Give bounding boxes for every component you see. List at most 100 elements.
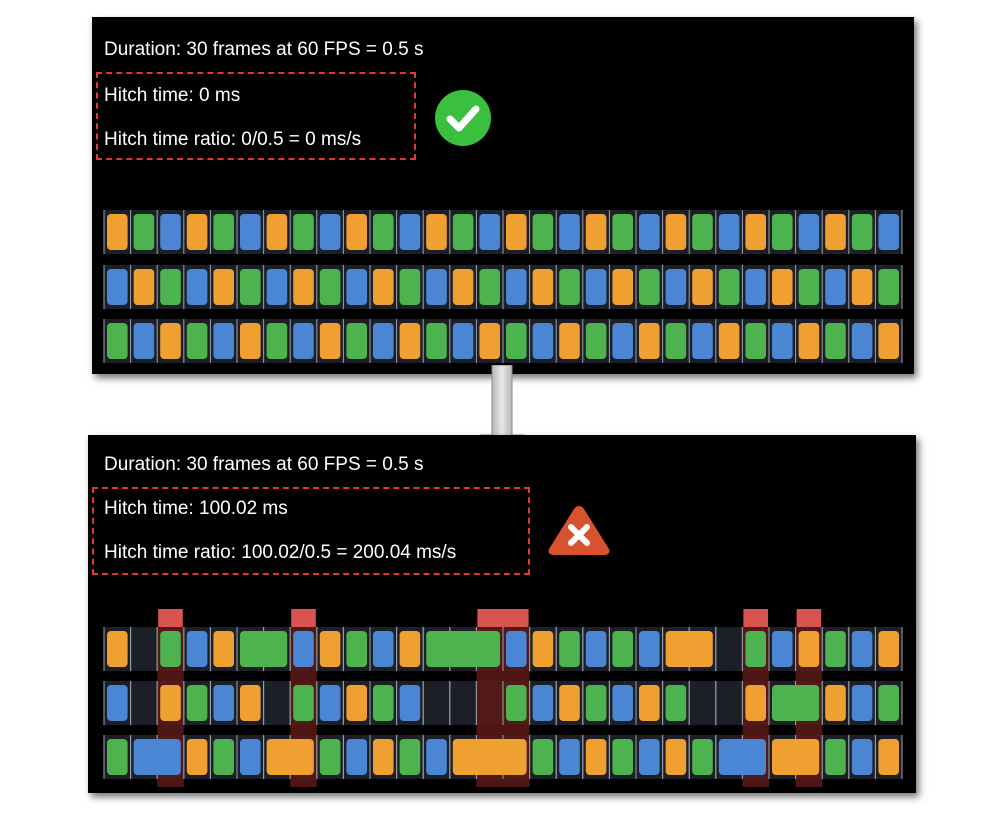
frame-block: [346, 739, 367, 775]
frame-block: [612, 685, 633, 721]
frame-block: [692, 739, 713, 775]
frame-block: [532, 269, 554, 305]
frame-block: [745, 214, 766, 250]
frame-block: [399, 685, 421, 721]
frame-block: [186, 269, 208, 305]
hitch-metrics-box: [96, 72, 416, 160]
frame-block: [532, 685, 554, 721]
frame-block: [213, 685, 234, 721]
frame-block: [585, 631, 607, 667]
frame-block: [639, 685, 660, 721]
frame-block: [479, 269, 500, 305]
frame-block: [585, 269, 607, 305]
frame-block: [585, 739, 607, 775]
frame-block: [878, 685, 899, 721]
frame-block: [665, 739, 687, 775]
frame-block: [772, 631, 793, 667]
frame-timeline-smooth: [103, 210, 903, 363]
frame-block: [346, 269, 367, 305]
frame-block: [878, 214, 899, 250]
frame-block: [559, 739, 580, 775]
hitch-marker: [743, 609, 768, 627]
frame-block: [559, 685, 580, 721]
frame-block: [346, 631, 367, 667]
frame-block: [825, 631, 846, 667]
frame-block: [506, 269, 527, 305]
frame-block: [639, 323, 660, 359]
frame-block: [240, 323, 261, 359]
frame-block: [532, 631, 554, 667]
frame-block: [399, 739, 421, 775]
frame-block: [612, 739, 633, 775]
frame-block: [665, 323, 687, 359]
frame-block: [107, 739, 128, 775]
frame-block: [186, 323, 208, 359]
frame-block: [532, 739, 554, 775]
frame-block: [772, 323, 793, 359]
frame-block: [160, 269, 181, 305]
frame-block: [612, 269, 633, 305]
frame-block: [426, 269, 447, 305]
frame-block: [718, 323, 740, 359]
frame-block: [745, 685, 766, 721]
frame-block: [585, 685, 607, 721]
frame-block: [266, 214, 288, 250]
frame-timeline-hitching: [103, 609, 903, 787]
frame-block: [426, 631, 500, 667]
frame-block: [798, 214, 820, 250]
frame-block: [851, 269, 873, 305]
frame-block: [373, 269, 394, 305]
frame-block: [293, 269, 314, 305]
frame-block: [798, 323, 820, 359]
hitch-ratio-label: Hitch time ratio: 0/0.5 = 0 ms/s: [104, 129, 362, 150]
frame-block: [213, 214, 234, 250]
frame-block: [133, 739, 181, 775]
frame-block: [665, 269, 687, 305]
frame-block: [639, 269, 660, 305]
frame-block: [798, 269, 820, 305]
frame-block: [107, 323, 128, 359]
frame-block: [213, 323, 234, 359]
frame-block: [506, 631, 527, 667]
frame-block: [692, 214, 713, 250]
frame-block: [506, 214, 527, 250]
frame-block: [160, 323, 181, 359]
frame-block: [559, 269, 580, 305]
duration-label: Duration: 30 frames at 60 FPS = 0.5 s: [104, 454, 424, 475]
frame-block: [373, 323, 394, 359]
frame-block: [692, 269, 713, 305]
hitch-time-label: Hitch time: 100.02 ms: [104, 498, 288, 519]
frame-block: [240, 631, 288, 667]
frame-block: [319, 739, 341, 775]
frame-block: [585, 214, 607, 250]
frame-block: [452, 739, 527, 775]
frame-block: [665, 214, 687, 250]
frame-block: [107, 214, 128, 250]
frame-block: [772, 214, 793, 250]
frame-block: [825, 214, 846, 250]
hitch-ratio-label: Hitch time ratio: 100.02/0.5 = 200.04 ms…: [104, 542, 457, 563]
frame-block: [479, 323, 500, 359]
frame-block: [213, 631, 234, 667]
frame-block: [878, 323, 899, 359]
frame-block: [772, 269, 793, 305]
frame-block: [319, 631, 341, 667]
frame-block: [240, 214, 261, 250]
frame-block: [559, 631, 580, 667]
frame-block: [825, 685, 846, 721]
frame-block: [240, 739, 261, 775]
frame-block: [399, 214, 421, 250]
frame-block: [532, 323, 554, 359]
frame-block: [559, 214, 580, 250]
frame-block: [399, 323, 421, 359]
frame-block: [399, 631, 421, 667]
frame-block: [373, 214, 394, 250]
frame-block: [107, 269, 128, 305]
frame-block: [506, 323, 527, 359]
frame-block: [452, 214, 474, 250]
x-warning-icon: [548, 506, 610, 555]
frame-block: [186, 739, 208, 775]
frame-block: [319, 323, 341, 359]
frame-block: [639, 739, 660, 775]
frame-block: [851, 214, 873, 250]
